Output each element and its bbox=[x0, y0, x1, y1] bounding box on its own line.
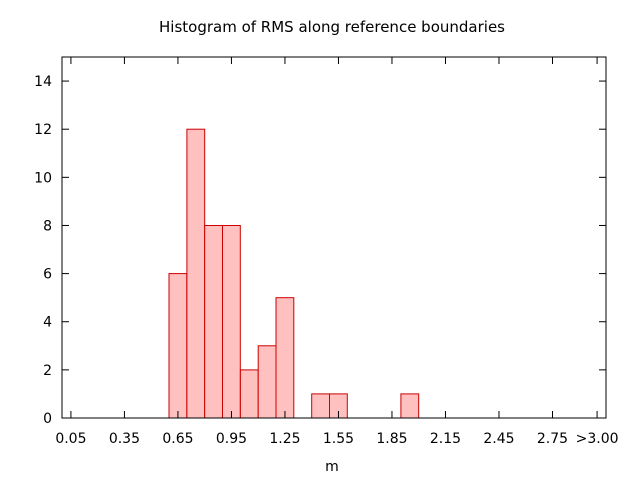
chart-title: Histogram of RMS along reference boundar… bbox=[159, 18, 505, 36]
x-tick-label: 1.85 bbox=[376, 431, 407, 447]
histogram-bar bbox=[239, 369, 259, 419]
x-tick-label: 0.65 bbox=[162, 431, 193, 447]
histogram-bar bbox=[186, 128, 206, 419]
x-tick-label: 0.95 bbox=[216, 431, 247, 447]
histogram-bar bbox=[311, 393, 331, 419]
x-tick-label: >3.00 bbox=[576, 431, 619, 447]
y-tick-label: 10 bbox=[34, 170, 52, 186]
y-tick-label: 8 bbox=[43, 218, 52, 234]
histogram-bar bbox=[400, 393, 420, 419]
x-tick-label: 1.25 bbox=[269, 431, 300, 447]
histogram-bar bbox=[257, 345, 277, 419]
x-tick-label: 1.55 bbox=[323, 431, 354, 447]
x-tick-label: 2.75 bbox=[537, 431, 568, 447]
histogram-bar bbox=[168, 273, 188, 419]
x-tick-label: 2.15 bbox=[430, 431, 461, 447]
y-tick-label: 0 bbox=[43, 411, 52, 427]
y-tick-label: 4 bbox=[43, 315, 52, 331]
x-tick-label: 0.05 bbox=[55, 431, 86, 447]
plot-frame bbox=[61, 56, 607, 419]
histogram-bar bbox=[222, 225, 241, 419]
x-tick-label: 0.35 bbox=[109, 431, 140, 447]
histogram-bar bbox=[275, 297, 295, 419]
x-axis-label: m bbox=[325, 459, 339, 475]
y-tick-label: 14 bbox=[34, 74, 52, 90]
x-tick-label: 2.45 bbox=[483, 431, 514, 447]
bars-layer bbox=[168, 128, 420, 419]
axes-layer: 0 2 4 6 8 10 12 14 0.05 0.35 0.65 0.95 1.25 1.55 1.85 2… bbox=[34, 56, 619, 447]
y-tick-label: 12 bbox=[34, 122, 52, 138]
y-tick-label: 2 bbox=[43, 363, 52, 379]
histogram-bar bbox=[204, 225, 223, 419]
y-tick-label: 6 bbox=[43, 267, 52, 283]
